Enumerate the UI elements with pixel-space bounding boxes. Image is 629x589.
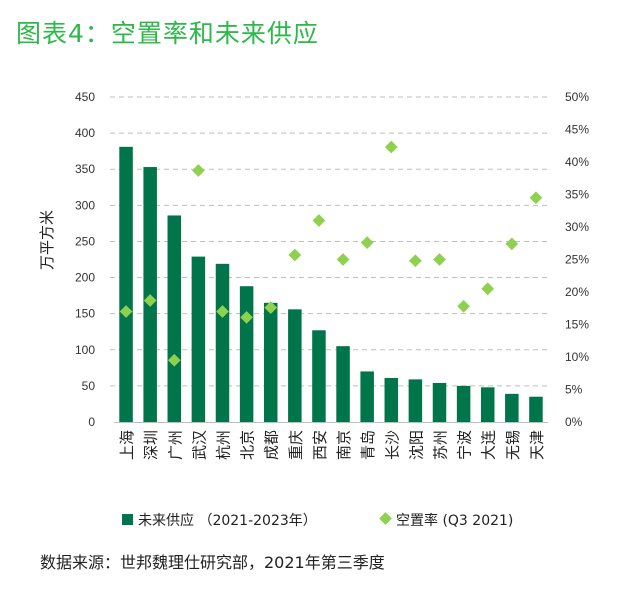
legend-marker-swatch: [379, 512, 392, 525]
bar-青岛: [360, 371, 374, 422]
left-tick-label: 0: [88, 415, 95, 429]
right-tick-label: 30%: [565, 220, 589, 234]
right-tick-label: 50%: [565, 90, 589, 104]
category-label: 天津: [528, 430, 546, 460]
right-tick-label: 45%: [565, 123, 589, 137]
vacancy-marker-沈阳: [409, 254, 422, 268]
right-tick-label: 35%: [565, 188, 589, 202]
legend-marker-label: 空置率 (Q3 2021): [396, 512, 513, 529]
vacancy-marker-广州: [167, 353, 181, 367]
category-label: 深圳: [142, 430, 160, 460]
vacancy-marker-天津: [529, 191, 543, 205]
bar-杭州: [215, 263, 230, 422]
vacancy-marker-深圳: [143, 294, 157, 307]
left-tick-label: 200: [75, 271, 95, 285]
left-tick-label: 350: [75, 162, 95, 176]
bar-宁波: [456, 385, 471, 422]
category-label: 广州: [166, 430, 184, 460]
category-label: 北京: [239, 430, 257, 460]
left-tick-label: 300: [75, 198, 95, 212]
source-note: 数据来源：世邦魏理仕研究部，2021年第三季度: [40, 553, 385, 572]
bar-武汉: [191, 256, 206, 422]
bar-沈阳: [408, 379, 423, 422]
legend-bar-swatch: [122, 514, 133, 525]
vacancy-marker-重庆: [288, 248, 302, 262]
category-label: 青岛: [359, 430, 377, 460]
bar-南京: [336, 346, 350, 422]
category-label: 成都: [263, 430, 281, 460]
vacancy-marker-大连: [481, 282, 495, 296]
left-tick-label: 50: [82, 379, 96, 393]
bar-重庆: [288, 309, 302, 422]
vacancy-marker-南京: [336, 253, 350, 266]
vacancy-marker-上海: [119, 305, 133, 318]
left-tick-label: 100: [75, 343, 95, 357]
vacancy-marker-无锡: [505, 237, 519, 251]
vacancy-marker-北京: [240, 310, 253, 324]
bar-西安: [312, 330, 326, 422]
category-label: 上海: [118, 430, 136, 460]
right-tick-label: 10%: [565, 350, 589, 364]
bar-广州: [167, 215, 182, 422]
chart: 0 50 100 150 200 250 300 350 400 450 0% 5% 10% 15% 20…: [38, 90, 589, 529]
gridlines: [110, 96, 550, 387]
right-tick-label: 20%: [565, 285, 589, 299]
category-label: 大连: [480, 430, 498, 460]
right-tick-label: 0%: [565, 415, 583, 429]
category-label: 沈阳: [407, 430, 425, 460]
vacancy-marker-宁波: [457, 299, 470, 313]
vacancy-marker-成都: [264, 301, 278, 314]
category-labels: 上海 深圳 广州 武汉 杭州 北京 成都 重庆 西安 南京 青岛 长沙 沈阳 苏州 宁波 大连 无锡 天津: [118, 430, 546, 460]
left-axis-ticks: 0 50 100 150 200 250 300 350 400 450: [75, 90, 95, 429]
legend-bar-label: 未来供应 （2021-2023年）: [138, 512, 317, 529]
category-label: 西安: [311, 430, 329, 460]
bar-series: [119, 146, 543, 423]
vacancy-marker-青岛: [360, 236, 374, 249]
bar-苏州: [432, 383, 447, 422]
left-tick-label: 450: [75, 90, 95, 104]
bar-上海: [119, 146, 133, 423]
bar-北京: [239, 286, 254, 422]
right-tick-label: 5%: [565, 383, 583, 397]
bar-大连: [480, 387, 495, 422]
category-label: 宁波: [456, 430, 474, 460]
vacancy-series: [119, 140, 543, 367]
bar-长沙: [384, 377, 399, 422]
category-label: 长沙: [383, 430, 401, 460]
category-label: 南京: [335, 430, 353, 460]
chart-title: 图表4：空置率和未来供应: [16, 19, 319, 48]
category-label: 无锡: [504, 430, 522, 460]
left-tick-label: 250: [75, 234, 95, 248]
right-tick-label: 40%: [565, 155, 589, 169]
vacancy-marker-杭州: [216, 305, 229, 318]
vacancy-marker-西安: [312, 214, 326, 227]
bar-成都: [263, 302, 278, 422]
right-axis-ticks: 0% 5% 10% 15% 20% 25% 30% 35% 40% 45% 50%: [565, 90, 589, 429]
vacancy-marker-武汉: [192, 164, 205, 177]
left-tick-label: 400: [75, 126, 95, 140]
bar-无锡: [505, 393, 519, 422]
bar-天津: [529, 396, 543, 422]
legend: 未来供应 （2021-2023年） 空置率 (Q3 2021): [122, 512, 513, 529]
vacancy-marker-长沙: [384, 140, 398, 154]
category-label: 重庆: [287, 430, 305, 460]
right-tick-label: 15%: [565, 318, 589, 332]
y-axis-label: 万平方米: [38, 210, 56, 270]
left-tick-label: 150: [75, 307, 95, 321]
right-tick-label: 25%: [565, 253, 589, 267]
vacancy-marker-苏州: [433, 253, 446, 266]
category-label: 苏州: [432, 430, 450, 460]
category-label: 杭州: [215, 430, 233, 460]
category-label: 武汉: [190, 430, 208, 460]
